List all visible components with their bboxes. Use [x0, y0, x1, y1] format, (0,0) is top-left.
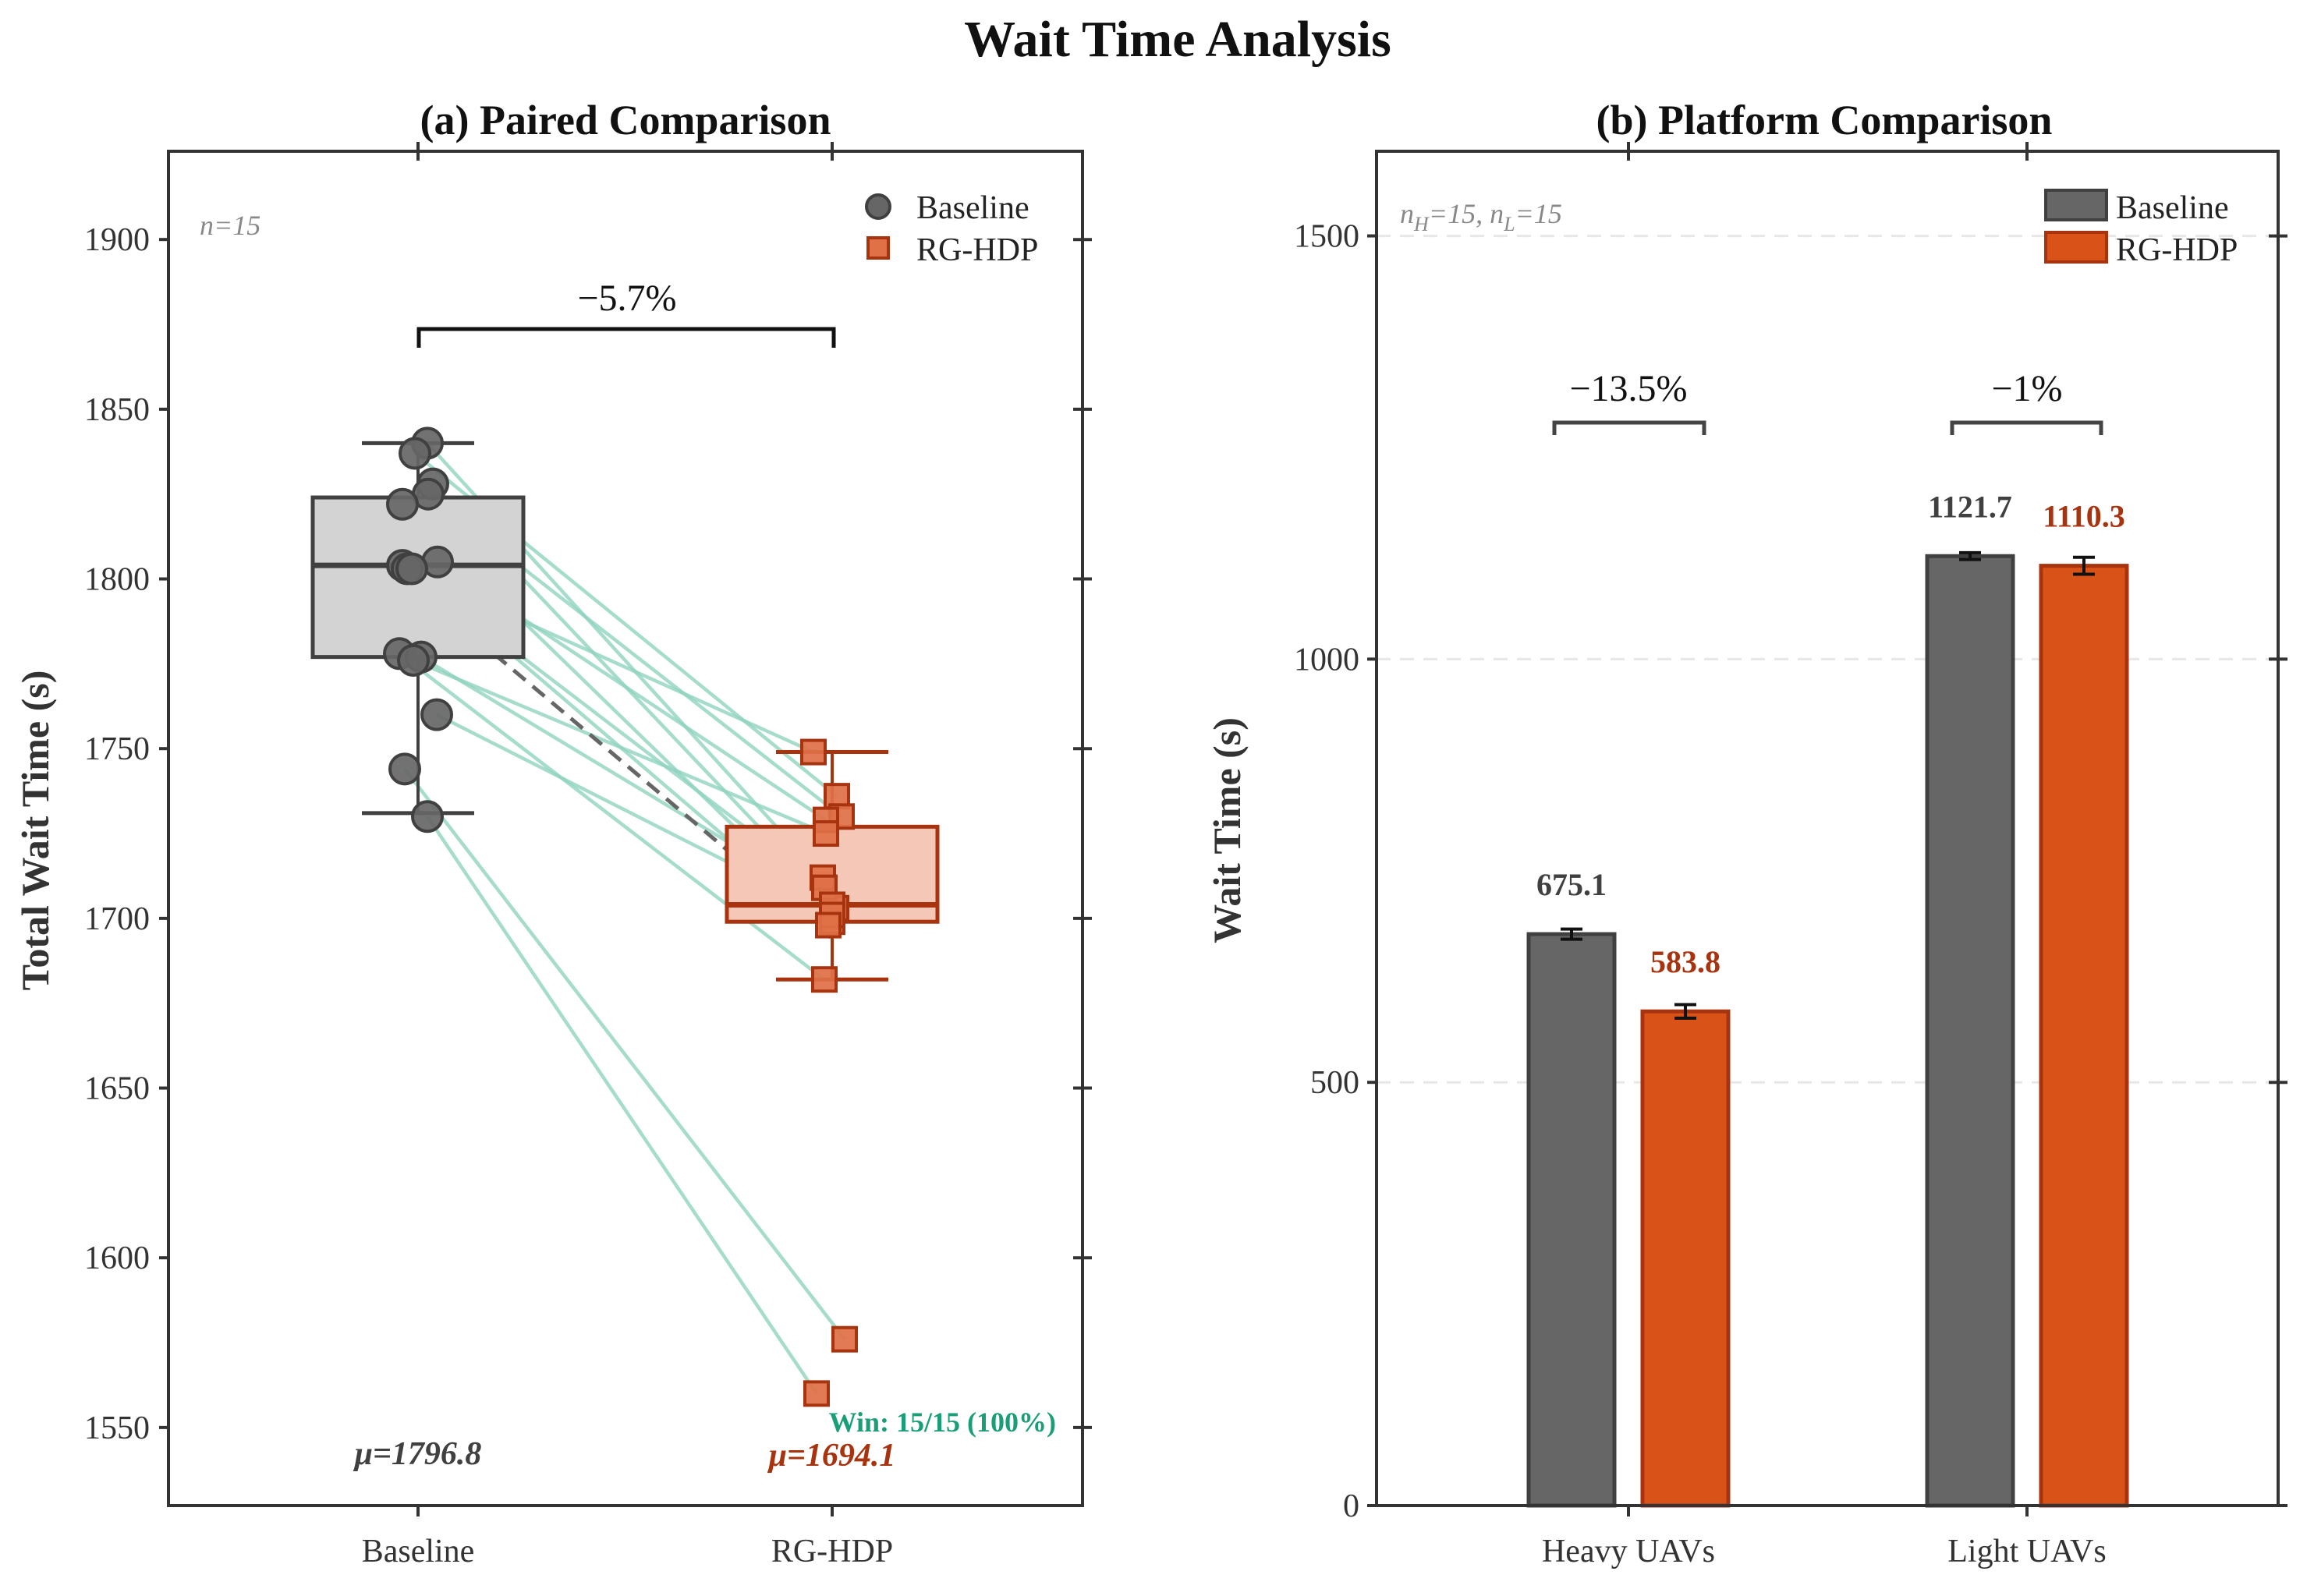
- y-tick-label-a: 1750: [84, 731, 150, 767]
- panel-b-y-axis: 0 500 1000 1500: [1294, 219, 2287, 1524]
- panel-b-x-axis: Heavy UAVs Light UAVs: [1542, 142, 2107, 1569]
- rghdp-point: [831, 1325, 858, 1353]
- y-tick-label-a: 1550: [84, 1410, 150, 1446]
- panel-a-plot: −5.7% n=15 μ=1796.8 μ=1694.1 Win: 15/15 …: [200, 190, 1056, 1474]
- x-tick-label-a: RG-HDP: [771, 1534, 893, 1569]
- legend-b: Baseline RG-HDP: [2044, 189, 2238, 268]
- y-tick-label-a: 1700: [84, 901, 150, 937]
- y-tick-label-a: 1900: [84, 222, 150, 258]
- rghdp-points: [800, 738, 858, 1407]
- x-tick-label-b: Light UAVs: [1947, 1534, 2106, 1569]
- rghdp-point: [803, 1380, 830, 1407]
- baseline-bar: [1526, 932, 1617, 1508]
- y-tick-label-b: 0: [1343, 1488, 1359, 1524]
- rghdp-bar: [2039, 564, 2129, 1508]
- figure-title: Wait Time Analysis: [964, 11, 1391, 68]
- panel-a-ylabel: Total Wait Time (s): [13, 671, 57, 991]
- change-bracket-a: −5.7%: [416, 278, 836, 348]
- n-label-b-sub-h: H: [1413, 213, 1430, 235]
- baseline-bar: [1925, 554, 2015, 1508]
- paired-line: [403, 767, 846, 1341]
- n-label-a: n=15: [200, 210, 260, 241]
- change-bracket-light: −1%: [1950, 368, 2103, 435]
- baseline-point: [395, 552, 428, 586]
- baseline-point: [399, 437, 431, 470]
- legend-a-rghdp-label: RG-HDP: [916, 232, 1038, 268]
- change-bracket-heavy: −13.5%: [1552, 368, 1706, 435]
- y-tick-label-b: 1000: [1294, 642, 1359, 678]
- panel-b-gridlines: [1377, 235, 2278, 1084]
- bar-value-label: 583.8: [1650, 944, 1720, 979]
- paired-line: [398, 652, 826, 982]
- panel-b: (b) Platform Comparison Wait Time (s) 67…: [1205, 97, 2287, 1569]
- legend-b-baseline-swatch: [2044, 189, 2108, 221]
- change-label-a: −5.7%: [577, 278, 676, 319]
- win-label: Win: 15/15 (100%): [829, 1407, 1056, 1438]
- panel-a-x-axis: Baseline RG-HDP: [362, 142, 893, 1569]
- rghdp-point: [813, 820, 839, 848]
- legend-a-baseline-label: Baseline: [916, 190, 1029, 226]
- bar-value-label: 1121.7: [1928, 489, 2012, 524]
- n-label-b: nH=15, nL=15: [1400, 198, 1562, 235]
- legend-b-rghdp-label: RG-HDP: [2116, 232, 2238, 268]
- panel-a: (a) Paired Comparison Total Wait Time (s…: [13, 97, 1092, 1569]
- y-tick-label-a: 1850: [84, 392, 150, 428]
- panel-b-ylabel: Wait Time (s): [1205, 717, 1249, 943]
- baseline-point: [411, 800, 444, 833]
- y-tick-label-a: 1600: [84, 1240, 150, 1276]
- legend-a-baseline-marker: [865, 193, 891, 220]
- n-label-b-n: n: [1400, 198, 1414, 229]
- legend-a-rghdp-marker: [866, 236, 890, 260]
- n-label-b-end: =15: [1515, 198, 1562, 229]
- rghdp-point: [800, 738, 827, 766]
- n-label-b-sub-l: L: [1503, 213, 1515, 235]
- x-tick-label-a: Baseline: [362, 1534, 475, 1569]
- y-tick-label-a: 1650: [84, 1071, 150, 1107]
- change-label-heavy: −13.5%: [1569, 368, 1687, 409]
- panel-b-frame: [1375, 150, 2280, 1507]
- y-tick-label-b: 500: [1310, 1065, 1359, 1101]
- y-tick-label-a: 1800: [84, 562, 150, 598]
- rghdp-mean-label: μ=1694.1: [767, 1438, 896, 1474]
- baseline-point: [420, 698, 453, 731]
- bar-value-label: 675.1: [1536, 867, 1607, 902]
- legend-b-rghdp-swatch: [2044, 231, 2108, 264]
- baseline-mean-label: μ=1796.8: [353, 1436, 482, 1472]
- baseline-points: [383, 426, 454, 833]
- change-label-light: −1%: [1991, 368, 2062, 409]
- n-label-b-mid: =15, n: [1429, 198, 1504, 229]
- x-tick-label-b: Heavy UAVs: [1542, 1534, 1715, 1569]
- baseline-point: [388, 752, 421, 786]
- bar-value-label: 1110.3: [2043, 499, 2125, 534]
- baseline-point: [397, 644, 430, 678]
- panel-a-y-axis: 1550 1600 1650 1700 1750 1800 1850 1900: [84, 222, 1092, 1446]
- panel-b-title: (b) Platform Comparison: [1596, 97, 2053, 143]
- panel-a-frame: [167, 150, 1084, 1507]
- panel-a-title: (a) Paired Comparison: [420, 97, 831, 143]
- y-tick-label-b: 1500: [1294, 219, 1359, 255]
- legend-b-baseline-label: Baseline: [2116, 190, 2229, 226]
- rghdp-bar: [1640, 1009, 1731, 1508]
- baseline-point: [386, 487, 419, 521]
- rghdp-point: [811, 966, 838, 993]
- paired-line: [426, 816, 818, 1395]
- legend-a: Baseline RG-HDP: [865, 190, 1038, 268]
- rghdp-point: [815, 911, 842, 939]
- panel-b-bars: 675.1 1121.7 583.8 1110.3: [1526, 489, 2129, 1508]
